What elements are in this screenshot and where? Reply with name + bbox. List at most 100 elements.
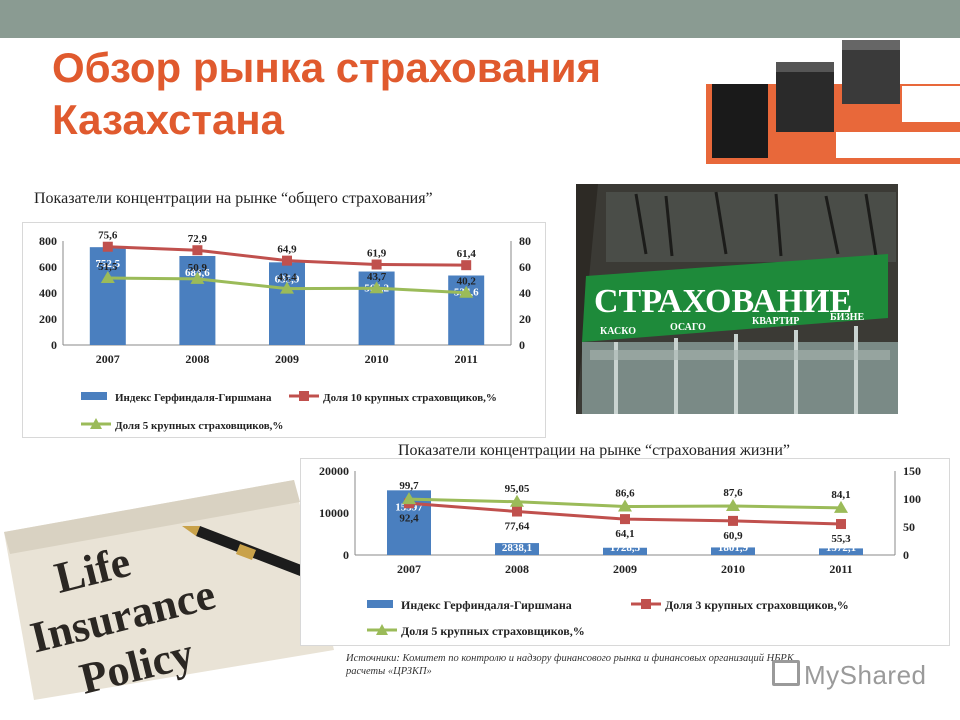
sign-word: СТРАХОВАНИЕ (594, 283, 852, 320)
chart2-legend-marker (641, 599, 651, 609)
chart2-marker-square (728, 515, 738, 526)
chart1-marker-square (371, 259, 382, 270)
chart1-point-label: 40,2 (457, 276, 477, 288)
chart2-xtick: 2009 (613, 562, 637, 576)
chart2-point-label: 86,6 (615, 488, 635, 500)
chart1-ytick-left: 400 (39, 286, 57, 300)
logo-white-block-2 (836, 132, 960, 158)
chart2-point-label: 64,1 (615, 528, 634, 540)
chart2-bar (819, 548, 863, 555)
chart1-legend-swatch (81, 392, 107, 400)
chart2-bar (495, 543, 539, 555)
slide-title: Обзор рынка страхования Казахстана (52, 42, 692, 146)
chart2-xtick: 2010 (721, 562, 745, 576)
sign-sub-4: БИЗНЕ (830, 312, 864, 323)
chart1-ytick-left: 600 (39, 260, 57, 274)
sign-sub-1: КАСКО (600, 326, 636, 337)
logo-white-block-1 (902, 86, 960, 122)
chart2-point-label: 95,05 (505, 483, 530, 495)
chart1-marker-square (461, 260, 472, 271)
chart1-point-label: 43,7 (367, 271, 387, 283)
watermark: MyShared (772, 660, 927, 691)
chart2-ytick-right: 50 (903, 520, 915, 534)
chart2-bar-label: 1801,9 (718, 542, 749, 554)
logo-block-2 (776, 62, 834, 132)
chart2-bar-label: 1572,1 (826, 542, 856, 554)
chart2-ytick-right: 150 (903, 464, 921, 478)
chart1-bar (179, 256, 216, 345)
chart2-point-label: 60,9 (723, 530, 743, 542)
presentation-board-icon (772, 660, 800, 686)
chart1-point-label: 61,4 (457, 248, 477, 260)
sign-sub-2: ОСАГО (670, 322, 706, 333)
chart2-point-label: 55,3 (831, 533, 851, 545)
chart1-bar (269, 262, 305, 345)
chart2-legend-swatch (367, 600, 393, 608)
chart1-point-label: 43,4 (277, 272, 297, 284)
chart2-bar (711, 547, 755, 555)
source-line1: Источники: Комитет по контролю и надзору… (346, 653, 797, 664)
chart2-legend-label: Доля 5 крупных страховщиков,% (401, 624, 585, 638)
chart1-xtick: 2011 (455, 352, 478, 366)
chart2-ytick-right: 100 (903, 492, 921, 506)
chart2-legend-marker (376, 624, 388, 635)
chart1-legend-marker (299, 391, 309, 401)
chart1-legend-marker (90, 418, 102, 429)
chart1-legend-label: Индекс Герфиндаля-Гиршмана (115, 392, 272, 404)
chart2-ytick-left: 0 (343, 548, 349, 562)
chart2-svg: 0 10000 20000 0 50 100 150 2007 2008 2009 2010 2011… (319, 464, 921, 638)
chart2-bar-label: 2838,1 (502, 542, 532, 554)
chart2-marker-triangle (510, 494, 524, 507)
chart1-legend-label: Доля 10 крупных страховщиков,% (323, 392, 497, 404)
chart1-marker-square (102, 241, 113, 252)
chart2-xtick: 2007 (397, 562, 421, 576)
chart2-point-label: 99,7 (399, 480, 419, 492)
chart1-legend-label: Доля 5 крупных страховщиков,% (115, 420, 283, 432)
chart1-ytick-right: 60 (519, 260, 531, 274)
chart1-xtick: 2007 (96, 352, 120, 366)
chart1-xtick: 2010 (365, 352, 389, 366)
chart1-marker-triangle (280, 281, 294, 294)
slide-title-line2: Казахстана (52, 96, 285, 143)
chart1-marker-triangle (369, 281, 384, 294)
logo-block-1 (712, 84, 768, 158)
chart2-marker-triangle (402, 492, 416, 505)
chart2-title: Показатели концентрации на рынке “страхо… (398, 442, 790, 459)
source-note: Источники: Комитет по контролю и надзору… (346, 652, 846, 678)
chart1-ytick-left: 800 (39, 234, 57, 248)
chart2-marker-square (512, 506, 522, 517)
chart2-ytick-left: 10000 (319, 506, 349, 520)
source-line2: расчеты «ЦРЗКП» (346, 666, 432, 677)
chart2-marker-triangle (726, 498, 740, 511)
chart2-legend-label: Доля 3 крупных страховщиков,% (665, 598, 849, 612)
chart1-ytick-left: 0 (51, 338, 57, 352)
insurance-sign-photo: СТРАХОВАНИЕ КАСКО ОСАГО КВАРТИР БИЗНЕ (576, 184, 898, 414)
sign-sub-3: КВАРТИР (752, 316, 799, 327)
chart2-marker-triangle (618, 499, 632, 512)
chart1-ytick-right: 0 (519, 338, 525, 352)
chart2-xtick: 2008 (505, 562, 529, 576)
chart1-point-label: 72,9 (188, 233, 208, 245)
chart1-xtick: 2009 (275, 352, 299, 366)
chart2-marker-square (836, 519, 846, 530)
chart1-bar-label: 635,9 (275, 273, 300, 285)
chart1-marker-triangle (190, 271, 205, 284)
chart2-ytick-left: 20000 (319, 464, 349, 478)
chart1-point-label: 61,9 (367, 248, 387, 260)
watermark-text: MyShared (804, 660, 927, 690)
chart1-marker-triangle (100, 271, 115, 284)
chart1-bar-label: 752,5 (95, 258, 120, 270)
chart1-ytick-left: 200 (39, 312, 57, 326)
chart2-frame: 0 10000 20000 0 50 100 150 2007 2008 2009 2010 2011… (300, 458, 950, 646)
logo-block-3 (842, 40, 900, 104)
chart2-marker-square (620, 514, 630, 525)
chart1-ytick-right: 80 (519, 234, 531, 248)
chart1-ytick-right: 20 (519, 312, 531, 326)
chart1-marker-square (192, 245, 203, 256)
chart1-point-label: 50,9 (188, 262, 208, 274)
chart1-point-label: 75,6 (98, 230, 118, 242)
logo-blocks (706, 40, 960, 164)
life-insurance-policy-photo: Life Insurance Policy (4, 480, 334, 700)
chart1-point-label: 51,5 (98, 261, 118, 273)
chart2-xtick: 2011 (829, 562, 852, 576)
